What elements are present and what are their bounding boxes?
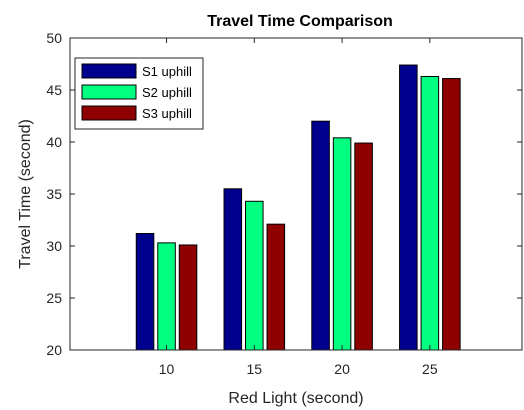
y-tick-label: 50 <box>46 30 62 46</box>
bar-s1-uphill-20 <box>311 120 330 351</box>
chart-title: Travel Time Comparison <box>207 13 393 30</box>
bar-s2-uphill-25 <box>420 75 440 351</box>
y-tick-label: 25 <box>46 290 62 306</box>
bar-s2-uphill-10 <box>157 242 176 351</box>
y-tick-label: 20 <box>46 342 62 358</box>
bar-s1-uphill-25 <box>399 64 418 351</box>
legend-swatch-s2-uphill <box>81 84 137 100</box>
legend-label-s1-uphill: S1 uphill <box>142 64 192 79</box>
x-axis-label: Red Light (second) <box>228 390 363 407</box>
x-tick-label: 25 <box>422 361 438 377</box>
y-tick-label: 45 <box>46 82 62 98</box>
legend-label-s2-uphill: S2 uphill <box>142 85 192 100</box>
y-tick-label: 35 <box>46 186 62 202</box>
bar-s3-uphill-10 <box>178 244 198 351</box>
y-tick-label: 40 <box>46 134 62 150</box>
bar-s3-uphill-15 <box>266 223 286 351</box>
bar-s3-uphill-20 <box>354 142 373 351</box>
bar-s2-uphill-15 <box>245 200 264 351</box>
bar-s3-uphill-25 <box>442 78 461 351</box>
legend-label-s3-uphill: S3 uphill <box>142 106 192 121</box>
bar-s1-uphill-15 <box>223 188 243 351</box>
y-axis-label: Travel Time (second) <box>17 119 34 269</box>
y-tick-label: 30 <box>46 238 62 254</box>
legend-swatch-s3-uphill <box>81 105 137 121</box>
legend: S1 uphill S2 uphill S3 uphill <box>74 57 204 130</box>
x-tick-label: 15 <box>247 361 263 377</box>
x-tick-label: 20 <box>334 361 350 377</box>
x-tick-label: 10 <box>159 361 175 377</box>
bar-s1-uphill-10 <box>135 233 155 351</box>
bars-layer <box>135 64 461 351</box>
legend-swatch-s1-uphill <box>81 63 137 79</box>
bar-s2-uphill-20 <box>332 137 352 351</box>
ticks-layer: 20 25 30 35 40 45 50 10 15 20 25 <box>46 30 522 377</box>
